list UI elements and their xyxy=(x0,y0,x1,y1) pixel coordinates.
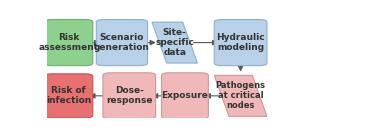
FancyBboxPatch shape xyxy=(45,74,93,118)
Text: Scenario
generation: Scenario generation xyxy=(94,33,150,52)
Text: Pathogens
at critical
nodes: Pathogens at critical nodes xyxy=(215,81,266,110)
Polygon shape xyxy=(152,22,197,63)
Polygon shape xyxy=(214,75,267,116)
FancyBboxPatch shape xyxy=(45,20,93,66)
Text: Exposure: Exposure xyxy=(161,91,208,100)
FancyBboxPatch shape xyxy=(161,73,208,119)
Text: Risk
assessment: Risk assessment xyxy=(39,33,99,52)
FancyBboxPatch shape xyxy=(214,20,267,66)
Text: Risk of
infection: Risk of infection xyxy=(46,86,91,105)
FancyBboxPatch shape xyxy=(103,73,156,119)
Text: Site-
specific
data: Site- specific data xyxy=(155,28,194,57)
Text: Dose-
response: Dose- response xyxy=(106,86,153,105)
FancyBboxPatch shape xyxy=(96,20,147,66)
Text: Hydraulic
modeling: Hydraulic modeling xyxy=(216,33,265,52)
